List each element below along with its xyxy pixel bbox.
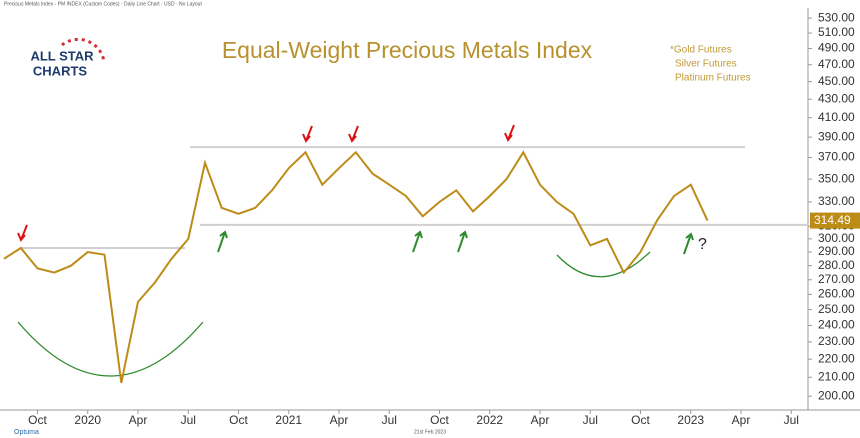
note: Silver Futures [675,59,737,70]
y-tick-label: 260.00 [818,287,855,301]
y-tick-label: 430.00 [818,91,855,105]
y-tick-label: 290.00 [818,244,855,258]
x-tick-label: 2023 [677,413,704,427]
arrow [348,125,359,143]
arrow [683,232,694,255]
x-tick-label: Oct [430,413,449,427]
arrow [217,230,228,253]
x-tick-label: Jul [784,413,799,427]
x-tick-label: Jul [181,413,196,427]
y-tick-label: 490.00 [818,41,855,55]
arc [17,321,204,377]
y-tick-label: 390.00 [818,129,855,143]
x-tick-label: Apr [330,413,349,427]
arrows [17,124,694,255]
arcs [17,251,651,377]
x-tick-label: Oct [28,413,47,427]
arrow [302,125,313,143]
y-tick-label: 300.00 [818,231,855,245]
x-tick-label: Jul [382,413,397,427]
y-tick-label: 220.00 [818,351,855,365]
x-tick-label: 2020 [74,413,101,427]
price-line [3,150,709,384]
y-tick-label: 240.00 [818,318,855,332]
header: Precious Metals Index - PM INDEX (Custom… [4,1,202,7]
note: *Gold Futures [670,45,732,56]
y-tick-label: 350.00 [818,171,855,185]
y-tick-label: 210.00 [818,369,855,383]
x-tick-label: Apr [129,413,148,427]
logo-text: CHARTS [33,63,87,78]
arrow [17,224,28,242]
y-tick-label: 270.00 [818,272,855,286]
arrow [504,124,515,142]
y-tick-label: 530.00 [818,10,855,24]
y-tick-label: 510.00 [818,25,855,39]
logo-text: ALL STAR [30,48,94,63]
annotation: ? [698,236,707,253]
arrow [457,230,468,253]
y-tick-label: 280.00 [818,258,855,272]
last-value-label: 314.49 [814,213,851,227]
x-tick-label: Jul [583,413,598,427]
x-tick-label: Apr [531,413,550,427]
y-tick-label: 200.00 [818,388,855,402]
y-tick-label: 470.00 [818,57,855,71]
last-value-box [810,212,860,229]
logo: ALL STAR CHARTS [30,37,106,78]
footer-brand: Optuma [14,429,39,436]
x-tick-label: 2021 [275,413,302,427]
x-tick-label: Oct [631,413,650,427]
x-tick-label: 2022 [476,413,503,427]
y-tick-label: 230.00 [818,334,855,348]
x-tick-label: Apr [732,413,751,427]
arc [556,251,651,278]
y-tick-label: 450.00 [818,74,855,88]
y-tick-label: 250.00 [818,302,855,316]
y-tick-label: 410.00 [818,110,855,124]
chart-title: Equal-Weight Precious Metals Index [222,37,593,63]
arrow [412,230,423,253]
note: Platinum Futures [675,73,751,84]
y-tick-label: 370.00 [818,150,855,164]
y-tick-label: 330.00 [818,194,855,208]
footer-date: 21st Feb 2023 [414,429,446,435]
x-tick-label: Oct [229,413,248,427]
